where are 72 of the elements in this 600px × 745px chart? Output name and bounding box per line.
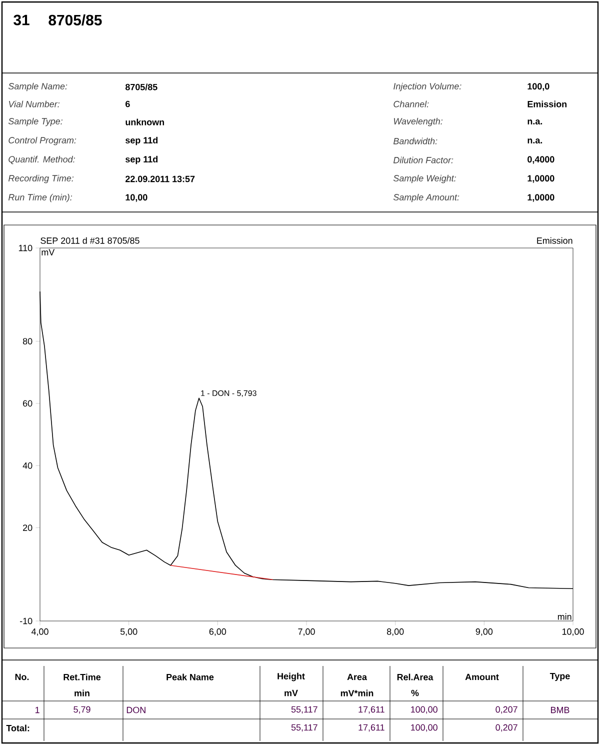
text: BMB <box>551 706 570 714</box>
text: n.a. <box>528 138 542 144</box>
text: 0,207 <box>496 724 518 732</box>
text: Type <box>550 672 570 682</box>
text: Bandwidth: <box>393 138 438 144</box>
text: 8705/85 <box>48 14 102 26</box>
text: Total: <box>6 724 30 732</box>
text: Vial Number: <box>8 100 60 108</box>
x-tick-label: 8,00 <box>387 628 404 636</box>
text: Control Program: <box>8 136 76 146</box>
text: Peak Name <box>166 674 214 680</box>
text: Sample Weight: <box>393 174 456 184</box>
text: Sample Name: <box>8 82 68 92</box>
text: Recording Time: <box>8 174 74 184</box>
text: Dilution Factor: <box>393 156 454 164</box>
text: Sample Amount: <box>393 194 460 202</box>
y-axis-title: mV <box>42 249 55 256</box>
text: sep 11d <box>126 136 158 146</box>
text: mV <box>284 690 298 696</box>
text: Sample Type: <box>8 118 62 126</box>
chart-subtitle: Emission <box>537 237 572 244</box>
text: 1,0000 <box>528 175 554 183</box>
x-tick-label: 7,00 <box>298 628 315 636</box>
text: 0,207 <box>496 706 518 714</box>
text: 55,117 <box>291 706 318 714</box>
text: Rel.Area <box>397 674 434 680</box>
y-tick-label: 40 <box>22 462 32 469</box>
text: 0,4000 <box>528 156 554 164</box>
text: unknown <box>126 118 164 126</box>
text: mV*min <box>340 690 374 696</box>
x-tick-label: 9,00 <box>476 628 493 636</box>
x-tick-label: 4,00 <box>31 628 48 636</box>
text: 100,00 <box>411 724 438 732</box>
text: min <box>74 690 90 696</box>
text: Run Time (min): <box>8 194 72 202</box>
x-axis-title: min <box>558 613 572 620</box>
text: 100,00 <box>411 706 438 714</box>
text: 1 <box>36 706 40 714</box>
x-tick-label: 10,00 <box>562 628 584 636</box>
text: 17,611 <box>358 706 384 714</box>
text: Height <box>278 672 305 682</box>
text: DON <box>126 706 146 714</box>
text: 55,117 <box>291 724 318 732</box>
y-tick-label: 80 <box>22 338 32 344</box>
text: 5,79 <box>74 706 90 714</box>
text: Wavelength: <box>394 118 442 126</box>
text: Channel: <box>394 100 429 108</box>
text: Quantif. Method: <box>8 156 75 164</box>
y-tick-label: -10 <box>20 618 32 624</box>
text: 1,0000 <box>528 194 554 202</box>
text: 22.09.2011 13:57 <box>126 176 195 182</box>
text: Emission <box>528 100 567 108</box>
text: n.a. <box>528 120 542 124</box>
text: 10,00 <box>126 194 148 202</box>
y-tick-label: 60 <box>23 400 32 407</box>
text: 6 <box>126 100 130 108</box>
text: Injection Volume: <box>394 82 462 92</box>
text: 31 <box>14 14 30 26</box>
y-tick-label: 20 <box>23 524 32 531</box>
text: Ret.Time <box>64 674 101 680</box>
text: Amount <box>465 674 499 680</box>
text: 17,611 <box>358 724 384 732</box>
x-tick-label: 5,00 <box>120 628 138 636</box>
text: 8705/85 <box>125 84 158 90</box>
text: Area <box>347 674 368 680</box>
text: No. <box>15 674 29 680</box>
text: % <box>411 690 419 696</box>
x-tick-label: 6,00 <box>209 628 226 636</box>
chart-title: SEP 2011 d #31 8705/85 <box>40 237 140 244</box>
text: 100,0 <box>528 83 550 91</box>
y-tick-label: 110 <box>18 244 32 252</box>
text: sep 11d <box>126 156 158 164</box>
